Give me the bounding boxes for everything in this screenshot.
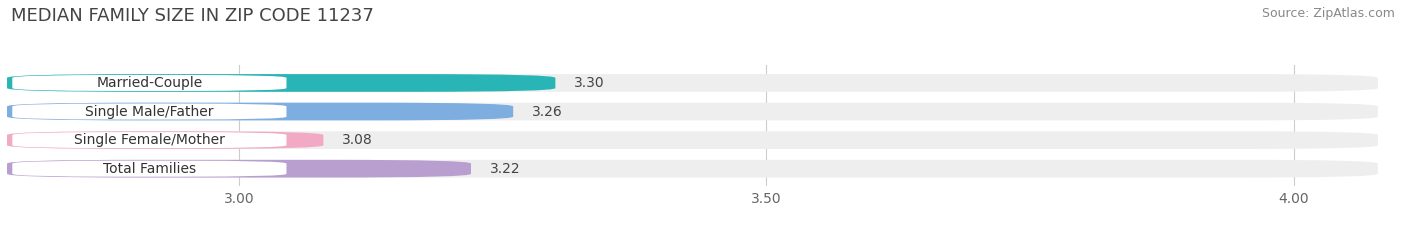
Text: 3.26: 3.26 bbox=[531, 105, 562, 119]
FancyBboxPatch shape bbox=[7, 131, 323, 149]
FancyBboxPatch shape bbox=[7, 103, 513, 120]
FancyBboxPatch shape bbox=[13, 132, 287, 148]
FancyBboxPatch shape bbox=[13, 75, 287, 91]
FancyBboxPatch shape bbox=[7, 74, 1378, 92]
FancyBboxPatch shape bbox=[7, 160, 471, 178]
Text: Married-Couple: Married-Couple bbox=[96, 76, 202, 90]
Text: Single Female/Mother: Single Female/Mother bbox=[75, 133, 225, 147]
Text: Total Families: Total Families bbox=[103, 162, 195, 176]
FancyBboxPatch shape bbox=[13, 161, 287, 177]
Text: 3.08: 3.08 bbox=[342, 133, 373, 147]
Text: Single Male/Father: Single Male/Father bbox=[86, 105, 214, 119]
Text: 3.30: 3.30 bbox=[574, 76, 605, 90]
FancyBboxPatch shape bbox=[7, 103, 1378, 120]
FancyBboxPatch shape bbox=[13, 103, 287, 120]
FancyBboxPatch shape bbox=[7, 131, 1378, 149]
Text: MEDIAN FAMILY SIZE IN ZIP CODE 11237: MEDIAN FAMILY SIZE IN ZIP CODE 11237 bbox=[11, 7, 374, 25]
FancyBboxPatch shape bbox=[7, 160, 1378, 178]
FancyBboxPatch shape bbox=[7, 74, 555, 92]
Text: 3.22: 3.22 bbox=[491, 162, 520, 176]
Text: Source: ZipAtlas.com: Source: ZipAtlas.com bbox=[1261, 7, 1395, 20]
